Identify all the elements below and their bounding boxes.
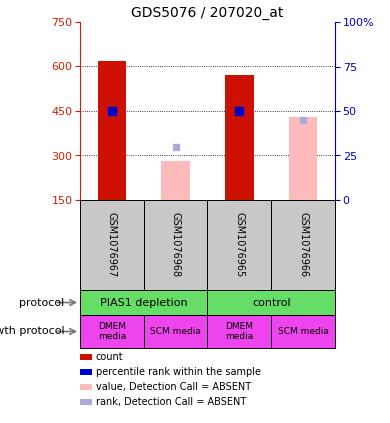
Bar [144,315,207,348]
Text: DMEM
media: DMEM media [225,322,254,341]
Bar [207,315,271,348]
Bar [207,200,271,290]
Text: PIAS1 depletion: PIAS1 depletion [100,297,188,308]
Text: protocol: protocol [19,297,64,308]
Text: rank, Detection Call = ABSENT: rank, Detection Call = ABSENT [96,397,246,407]
Text: SCM media: SCM media [150,327,201,336]
Bar [98,60,126,200]
Text: GSM1076968: GSM1076968 [171,212,181,277]
Bar [271,200,335,290]
Text: value, Detection Call = ABSENT: value, Detection Call = ABSENT [96,382,251,392]
Bar [289,117,317,200]
Text: GSM1076967: GSM1076967 [107,212,117,277]
Text: percentile rank within the sample: percentile rank within the sample [96,367,261,377]
Bar [207,290,335,315]
Text: growth protocol: growth protocol [0,327,64,337]
Bar [225,75,254,200]
Bar [161,162,190,200]
Text: control: control [252,297,291,308]
Title: GDS5076 / 207020_at: GDS5076 / 207020_at [131,5,284,19]
Text: GSM1076966: GSM1076966 [298,212,308,277]
Bar [80,200,144,290]
Bar [80,290,207,315]
Bar [271,315,335,348]
Text: count: count [96,352,123,362]
Bar [144,200,207,290]
Text: GSM1076965: GSM1076965 [234,212,245,277]
Text: SCM media: SCM media [278,327,328,336]
Text: DMEM
media: DMEM media [98,322,126,341]
Bar [80,315,144,348]
